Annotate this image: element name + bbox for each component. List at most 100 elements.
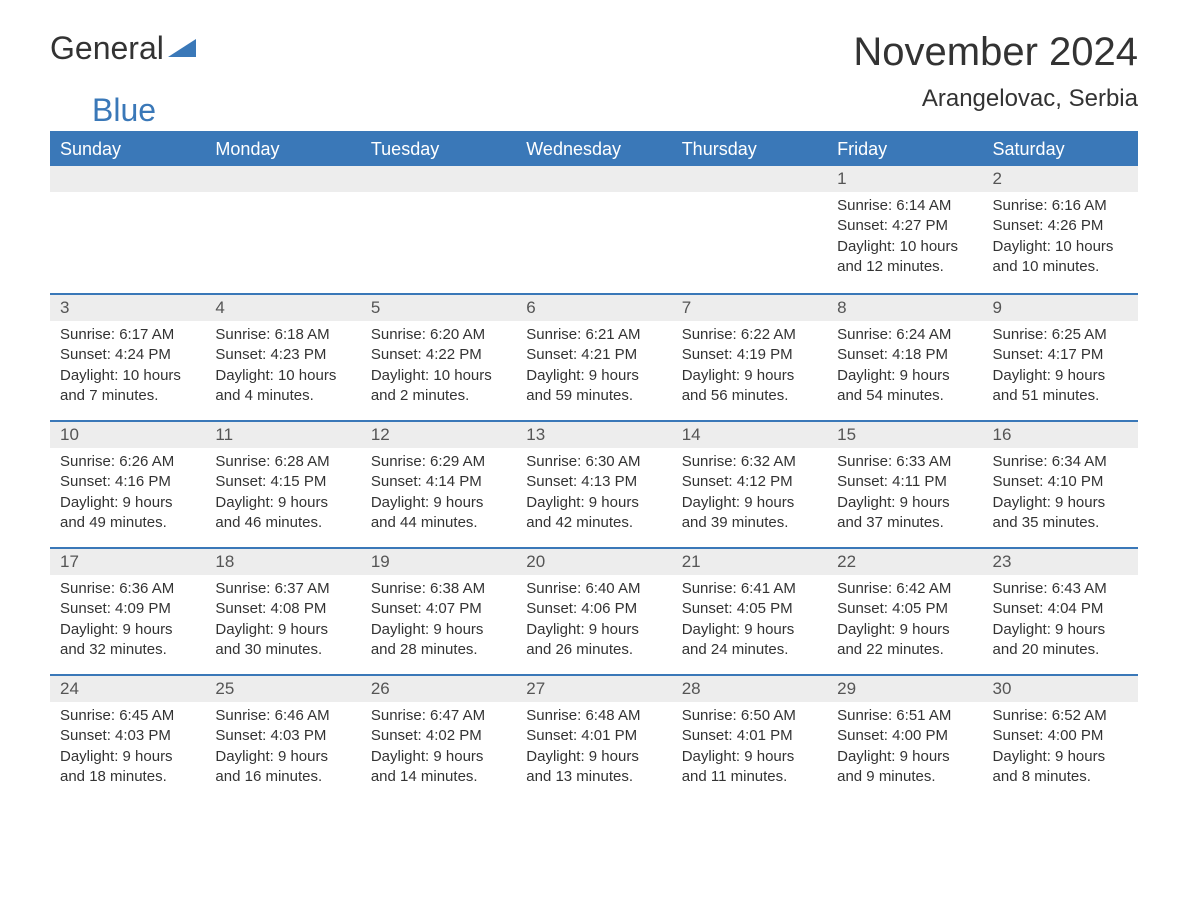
calendar-cell: 26Sunrise: 6:47 AMSunset: 4:02 PMDayligh…	[361, 674, 516, 801]
sunrise-text: Sunrise: 6:14 AM	[837, 196, 972, 216]
day-number: 7	[672, 293, 827, 321]
day-number: 16	[983, 420, 1138, 448]
day-number: 17	[50, 547, 205, 575]
logo-general-text: General	[50, 30, 164, 66]
calendar-week: 10Sunrise: 6:26 AMSunset: 4:16 PMDayligh…	[50, 420, 1138, 547]
daylight-text: Daylight: 9 hours and 20 minutes.	[993, 620, 1128, 661]
calendar-week: 17Sunrise: 6:36 AMSunset: 4:09 PMDayligh…	[50, 547, 1138, 674]
calendar-cell: 25Sunrise: 6:46 AMSunset: 4:03 PMDayligh…	[205, 674, 360, 801]
calendar-cell: 4Sunrise: 6:18 AMSunset: 4:23 PMDaylight…	[205, 293, 360, 420]
calendar-cell: 21Sunrise: 6:41 AMSunset: 4:05 PMDayligh…	[672, 547, 827, 674]
sunset-text: Sunset: 4:17 PM	[993, 345, 1128, 365]
day-number: 23	[983, 547, 1138, 575]
calendar-cell: 10Sunrise: 6:26 AMSunset: 4:16 PMDayligh…	[50, 420, 205, 547]
daylight-text: Daylight: 9 hours and 42 minutes.	[526, 493, 661, 534]
sunrise-text: Sunrise: 6:48 AM	[526, 706, 661, 726]
day-content: Sunrise: 6:26 AMSunset: 4:16 PMDaylight:…	[50, 448, 205, 539]
calendar-cell: 15Sunrise: 6:33 AMSunset: 4:11 PMDayligh…	[827, 420, 982, 547]
logo: General Blue	[50, 30, 196, 104]
day-header: Tuesday	[361, 132, 516, 166]
sunrise-text: Sunrise: 6:21 AM	[526, 325, 661, 345]
daylight-text: Daylight: 9 hours and 35 minutes.	[993, 493, 1128, 534]
daylight-text: Daylight: 9 hours and 56 minutes.	[682, 366, 817, 407]
sunrise-text: Sunrise: 6:30 AM	[526, 452, 661, 472]
day-number: 13	[516, 420, 671, 448]
calendar-cell: 2Sunrise: 6:16 AMSunset: 4:26 PMDaylight…	[983, 166, 1138, 293]
daylight-text: Daylight: 10 hours and 7 minutes.	[60, 366, 195, 407]
calendar-table: SundayMondayTuesdayWednesdayThursdayFrid…	[50, 131, 1138, 801]
day-number: 27	[516, 674, 671, 702]
title-block: November 2024 Arangelovac, Serbia	[853, 30, 1138, 113]
calendar-cell: 1Sunrise: 6:14 AMSunset: 4:27 PMDaylight…	[827, 166, 982, 293]
calendar-cell: 3Sunrise: 6:17 AMSunset: 4:24 PMDaylight…	[50, 293, 205, 420]
sunrise-text: Sunrise: 6:52 AM	[993, 706, 1128, 726]
sunset-text: Sunset: 4:07 PM	[371, 599, 506, 619]
calendar-cell: 13 Sunrise: 6:30 AMSunset: 4:13 PMDayligh…	[516, 420, 671, 547]
sunset-text: Sunset: 4:00 PM	[837, 726, 972, 746]
day-content: Sunrise: 6:41 AMSunset: 4:05 PMDaylight:…	[672, 575, 827, 666]
daylight-text: Daylight: 9 hours and 9 minutes.	[837, 747, 972, 788]
day-content: Sunrise: 6:36 AMSunset: 4:09 PMDaylight:…	[50, 575, 205, 666]
daylight-text: Daylight: 10 hours and 12 minutes.	[837, 237, 972, 278]
day-content: Sunrise: 6:38 AMSunset: 4:07 PMDaylight:…	[361, 575, 516, 666]
calendar-week: 1Sunrise: 6:14 AMSunset: 4:27 PMDaylight…	[50, 166, 1138, 293]
daylight-text: Daylight: 9 hours and 26 minutes.	[526, 620, 661, 661]
daylight-text: Daylight: 9 hours and 13 minutes.	[526, 747, 661, 788]
logo-flag-icon	[168, 39, 196, 57]
sunrise-text: Sunrise: 6:17 AM	[60, 325, 195, 345]
daylight-text: Daylight: 9 hours and 16 minutes.	[215, 747, 350, 788]
daylight-text: Daylight: 9 hours and 11 minutes.	[682, 747, 817, 788]
sunset-text: Sunset: 4:14 PM	[371, 472, 506, 492]
calendar-head: SundayMondayTuesdayWednesdayThursdayFrid…	[50, 132, 1138, 166]
day-header: Wednesday	[516, 132, 671, 166]
day-content: Sunrise: 6:16 AMSunset: 4:26 PMDaylight:…	[983, 192, 1138, 283]
day-number: 9	[983, 293, 1138, 321]
calendar-cell	[361, 166, 516, 293]
day-content: Sunrise: 6:48 AMSunset: 4:01 PMDaylight:…	[516, 702, 671, 793]
day-content: Sunrise: 6:18 AMSunset: 4:23 PMDaylight:…	[205, 321, 360, 412]
calendar-cell: 29Sunrise: 6:51 AMSunset: 4:00 PMDayligh…	[827, 674, 982, 801]
calendar-cell: 6Sunrise: 6:21 AMSunset: 4:21 PMDaylight…	[516, 293, 671, 420]
day-content: Sunrise: 6:14 AMSunset: 4:27 PMDaylight:…	[827, 192, 982, 283]
location: Arangelovac, Serbia	[853, 85, 1138, 113]
sunset-text: Sunset: 4:01 PM	[526, 726, 661, 746]
sunrise-text: Sunrise: 6:34 AM	[993, 452, 1128, 472]
sunset-text: Sunset: 4:13 PM	[526, 472, 661, 492]
calendar-cell: 20Sunrise: 6:40 AMSunset: 4:06 PMDayligh…	[516, 547, 671, 674]
calendar-cell	[516, 166, 671, 293]
sunrise-text: Sunrise: 6:22 AM	[682, 325, 817, 345]
sunrise-text: Sunrise: 6:41 AM	[682, 579, 817, 599]
calendar-cell: 24Sunrise: 6:45 AMSunset: 4:03 PMDayligh…	[50, 674, 205, 801]
calendar-cell	[50, 166, 205, 293]
calendar-cell: 28Sunrise: 6:50 AMSunset: 4:01 PMDayligh…	[672, 674, 827, 801]
daylight-text: Daylight: 9 hours and 18 minutes.	[60, 747, 195, 788]
daylight-text: Daylight: 9 hours and 37 minutes.	[837, 493, 972, 534]
day-number: 8	[827, 293, 982, 321]
day-content: Sunrise: 6:34 AMSunset: 4:10 PMDaylight:…	[983, 448, 1138, 539]
day-content: Sunrise: 6:43 AMSunset: 4:04 PMDaylight:…	[983, 575, 1138, 666]
sunset-text: Sunset: 4:04 PM	[993, 599, 1128, 619]
sunrise-text: Sunrise: 6:20 AM	[371, 325, 506, 345]
day-number: 11	[205, 420, 360, 448]
sunrise-text: Sunrise: 6:26 AM	[60, 452, 195, 472]
day-number: 15	[827, 420, 982, 448]
sunrise-text: Sunrise: 6:51 AM	[837, 706, 972, 726]
day-content: Sunrise: 6:24 AMSunset: 4:18 PMDaylight:…	[827, 321, 982, 412]
calendar-cell: 22Sunrise: 6:42 AMSunset: 4:05 PMDayligh…	[827, 547, 982, 674]
calendar-cell: 8Sunrise: 6:24 AMSunset: 4:18 PMDaylight…	[827, 293, 982, 420]
logo-blue-text: Blue	[92, 92, 238, 129]
day-number: 3	[50, 293, 205, 321]
day-header-row: SundayMondayTuesdayWednesdayThursdayFrid…	[50, 132, 1138, 166]
sunrise-text: Sunrise: 6:29 AM	[371, 452, 506, 472]
sunset-text: Sunset: 4:03 PM	[60, 726, 195, 746]
calendar-cell: 17Sunrise: 6:36 AMSunset: 4:09 PMDayligh…	[50, 547, 205, 674]
calendar-cell: 30Sunrise: 6:52 AMSunset: 4:00 PMDayligh…	[983, 674, 1138, 801]
sunset-text: Sunset: 4:16 PM	[60, 472, 195, 492]
calendar-cell: 19Sunrise: 6:38 AMSunset: 4:07 PMDayligh…	[361, 547, 516, 674]
sunset-text: Sunset: 4:03 PM	[215, 726, 350, 746]
day-number: 24	[50, 674, 205, 702]
day-content: Sunrise: 6:45 AMSunset: 4:03 PMDaylight:…	[50, 702, 205, 793]
calendar-cell: 27Sunrise: 6:48 AMSunset: 4:01 PMDayligh…	[516, 674, 671, 801]
sunset-text: Sunset: 4:11 PM	[837, 472, 972, 492]
empty-day-bar	[516, 166, 671, 192]
